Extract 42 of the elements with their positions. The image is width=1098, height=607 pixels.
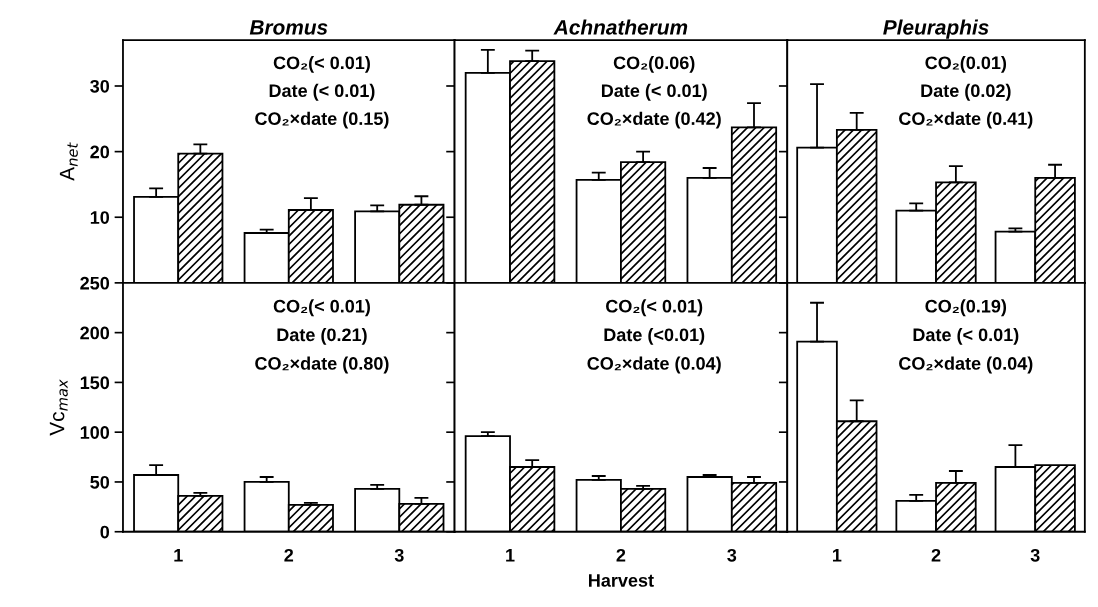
x-tick-label: 2 (616, 548, 626, 562)
annotation: CO₂×date (0.04) (587, 356, 721, 374)
annotation: CO₂×date (0.42) (587, 111, 721, 129)
annotation: CO₂(< 0.01) (273, 55, 370, 73)
annotation: CO₂×date (0.41) (899, 111, 1033, 129)
x-tick-label: 1 (174, 549, 183, 562)
y-tick-label: 150 (80, 376, 110, 390)
x-tick-label: 2 (284, 548, 294, 562)
annotation: Date (0.21) (277, 327, 367, 345)
y-tick-label: 10 (90, 211, 110, 224)
x-axis-title: Harvest (589, 574, 654, 587)
annotation: CO₂×date (0.04) (899, 356, 1033, 374)
annotation: Date (< 0.01) (913, 327, 1019, 345)
annotation: Date (<0.01) (604, 327, 705, 345)
x-tick-label: 2 (931, 548, 941, 562)
chart-title: Pleuraphis (883, 19, 989, 39)
annotation: CO₂(0.01) (925, 55, 1007, 73)
y-tick-label: 30 (90, 79, 110, 93)
y-axis-title: Vc$_{max}$ (49, 379, 68, 436)
x-tick-label: 1 (832, 549, 842, 562)
annotation: CO₂(< 0.01) (606, 299, 703, 317)
annotation: Date (0.02) (921, 83, 1011, 101)
y-tick-label: 250 (80, 276, 110, 290)
annotation: CO₂(0.06) (613, 55, 695, 73)
x-tick-label: 1 (506, 549, 515, 562)
annotation: CO₂(0.19) (925, 299, 1007, 317)
y-tick-label: 50 (90, 475, 110, 489)
annotation: Date (< 0.01) (601, 83, 707, 101)
y-tick-label: 0 (100, 525, 110, 539)
y-tick-label: 200 (80, 326, 110, 340)
chart-title: Achnatherum (553, 19, 688, 35)
x-tick-label: 3 (1030, 548, 1040, 562)
y-tick-label: 20 (90, 145, 110, 159)
chart-title: Bromus (249, 20, 328, 35)
annotation: CO₂×date (0.15) (255, 111, 389, 129)
x-tick-label: 3 (394, 548, 404, 562)
annotation: CO₂×date (0.80) (255, 356, 389, 374)
annotation: Date (< 0.01) (269, 83, 375, 101)
y-tick-label: 100 (80, 426, 110, 439)
x-tick-label: 3 (727, 548, 737, 562)
annotation: CO₂(< 0.01) (273, 299, 370, 317)
y-axis-title: A$_{net}$ (59, 142, 78, 181)
